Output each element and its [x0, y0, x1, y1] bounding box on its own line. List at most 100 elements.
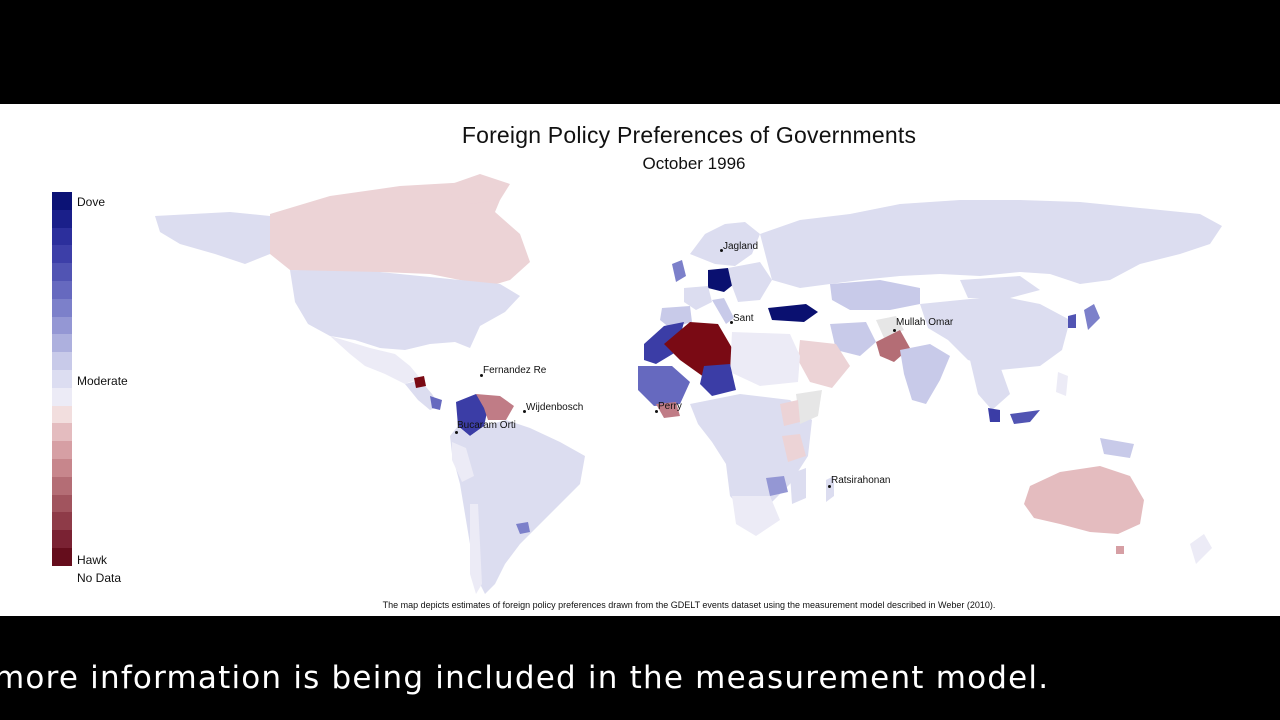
city-label: Mullah Omar [896, 317, 954, 328]
region-china [920, 296, 1070, 370]
region-italy [712, 298, 734, 324]
legend-swatch [52, 441, 72, 459]
region-iberia [660, 306, 692, 328]
legend-swatch [52, 476, 72, 495]
color-legend: Dove Moderate Hawk No Data [52, 192, 128, 585]
region-india [900, 344, 950, 404]
legend-swatch [52, 405, 72, 424]
region-greenland [440, 174, 510, 204]
legend-swatch [52, 458, 72, 477]
legend-swatch [52, 494, 72, 513]
region-venezuela [476, 394, 514, 420]
letterbox-top [0, 0, 1280, 104]
region-indonesia [1010, 410, 1040, 424]
region-eastern-europe [728, 262, 772, 302]
legend-swatch [52, 192, 72, 210]
city-marker [828, 485, 831, 488]
region-saudi [798, 340, 850, 388]
letterbox-bottom: more information is being included in th… [0, 616, 1280, 720]
region-france [684, 286, 712, 310]
region-peru [452, 442, 474, 482]
city-label: Jagland [723, 241, 759, 252]
city-marker [720, 249, 723, 252]
region-south-america [450, 420, 585, 594]
legend-swatch [52, 423, 72, 442]
region-turkey [768, 304, 818, 322]
region-usa [290, 270, 520, 350]
region-scandinavia [690, 222, 760, 266]
legend-swatch [52, 263, 72, 281]
region-new-guinea [1100, 438, 1134, 458]
legend-swatch [52, 369, 72, 388]
region-niger [700, 364, 736, 396]
legend-swatch [52, 227, 72, 246]
city-label: Perry [658, 401, 682, 412]
legend-swatch [52, 547, 72, 566]
map-subtitle: October 1996 [642, 154, 746, 173]
city-label: Sant [733, 313, 754, 324]
region-chile [470, 504, 482, 594]
region-korea [1068, 314, 1076, 328]
region-south-africa [732, 496, 780, 536]
region-russia [760, 200, 1222, 288]
legend-nodata-label: No Data [77, 571, 122, 585]
region-somalia [796, 390, 822, 424]
legend-middle-label: Moderate [77, 374, 128, 388]
region-new-zealand [1190, 534, 1212, 564]
region-colombia [456, 394, 488, 436]
city-label: Ratsirahonan [831, 475, 891, 486]
city-marker [523, 410, 526, 413]
region-liberia [656, 402, 680, 418]
legend-swatch [52, 298, 72, 317]
city-marker [893, 329, 896, 332]
region-zimbabwe [766, 476, 788, 496]
legend-swatch [52, 530, 72, 548]
legend-color-scale [52, 192, 72, 566]
region-australia [1024, 466, 1144, 534]
world-map [155, 174, 1222, 594]
map-title: Foreign Policy Preferences of Government… [461, 122, 917, 148]
region-alaska [155, 212, 270, 264]
legend-swatch [52, 334, 72, 353]
region-madagascar [826, 476, 834, 502]
region-southeast-asia [970, 360, 1010, 410]
region-ethiopia [780, 400, 800, 426]
region-malaysia [988, 408, 1000, 422]
city-label: Fernandez Re [483, 365, 547, 376]
region-canada [270, 182, 530, 286]
city-marker [480, 374, 483, 377]
region-morocco [644, 322, 684, 364]
region-tanzania [782, 434, 806, 462]
region-germany [708, 268, 734, 292]
region-iran [830, 322, 876, 356]
legend-swatch [52, 209, 72, 228]
city-marker [730, 321, 733, 324]
legend-top-label: Dove [77, 195, 106, 209]
region-mexico [330, 336, 420, 384]
region-panama [430, 396, 442, 410]
legend-swatch [52, 512, 72, 531]
map-frame: Foreign Policy Preferences of Government… [0, 104, 1280, 616]
region-uk [672, 260, 686, 282]
region-uruguay [516, 522, 530, 534]
region-tasmania [1116, 546, 1124, 554]
video-subtitle: more information is being included in th… [0, 660, 1050, 696]
legend-swatch [52, 387, 72, 406]
legend-swatch [52, 280, 72, 299]
region-mongolia [960, 276, 1040, 298]
region-guatemala [414, 376, 426, 388]
city-marker [655, 410, 658, 413]
region-philippines [1056, 372, 1068, 396]
legend-bottom-label: Hawk [77, 553, 108, 567]
region-libya-egypt [730, 332, 800, 386]
legend-swatch [52, 245, 72, 264]
city-label: Wijdenbosch [526, 402, 584, 413]
region-kazakhstan [830, 280, 920, 310]
city-marker [455, 431, 458, 434]
legend-swatch [52, 316, 72, 335]
city-label: Bucaram Orti [457, 420, 516, 431]
legend-swatch [52, 352, 72, 370]
region-mozambique [790, 468, 806, 504]
region-west-africa [638, 366, 690, 406]
region-japan [1084, 304, 1100, 330]
